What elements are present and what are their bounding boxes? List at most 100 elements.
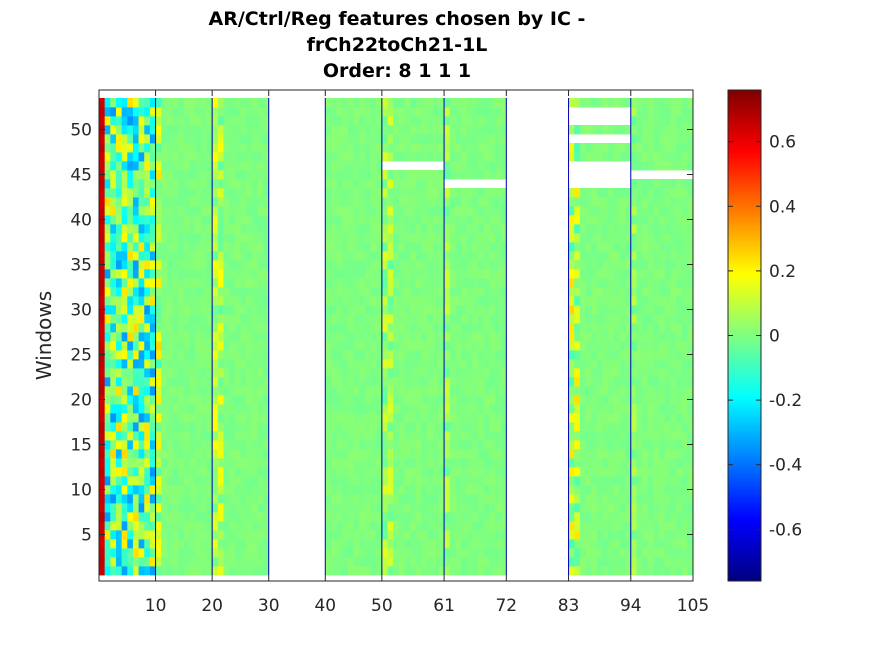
heatmap-cell [336, 350, 343, 360]
heatmap-cell [687, 476, 694, 486]
heatmap-cell [189, 242, 196, 252]
heatmap-cell [149, 512, 156, 522]
heatmap-cell [404, 116, 411, 126]
heatmap-cell [636, 404, 643, 414]
heatmap-cell [659, 251, 666, 261]
heatmap-cell [466, 305, 473, 315]
heatmap-cell [619, 98, 626, 108]
heatmap-cell [619, 143, 626, 153]
heatmap-cell [342, 215, 349, 225]
heatmap-cell [263, 233, 270, 243]
heatmap-cell [647, 287, 654, 297]
heatmap-cell [206, 314, 213, 324]
heatmap-cell [223, 431, 230, 441]
heatmap-cell [421, 152, 428, 162]
heatmap-cell [178, 179, 185, 189]
heatmap-cell [251, 440, 258, 450]
heatmap-cell [596, 260, 603, 270]
heatmap-cell [579, 548, 586, 558]
heatmap-cell [246, 323, 253, 333]
heatmap-cell [568, 206, 575, 216]
heatmap-cell [647, 548, 654, 558]
heatmap-cell [568, 485, 575, 495]
heatmap-cell [240, 323, 247, 333]
heatmap-cell [438, 332, 445, 342]
heatmap-cell [438, 134, 445, 144]
heatmap-cell [687, 341, 694, 351]
heatmap-cell [240, 485, 247, 495]
heatmap-cell [251, 413, 258, 423]
heatmap-cell [138, 377, 145, 387]
heatmap-cell [410, 98, 417, 108]
heatmap-cell [172, 206, 179, 216]
heatmap-cell [472, 503, 479, 513]
heatmap-cell [251, 539, 258, 549]
heatmap-cell [200, 233, 207, 243]
heatmap-cell [500, 386, 507, 396]
heatmap-cell [325, 530, 332, 540]
heatmap-cell [591, 494, 598, 504]
heatmap-cell [364, 395, 371, 405]
heatmap-cell [178, 197, 185, 207]
heatmap-cell [121, 161, 128, 171]
heatmap-cell [257, 377, 264, 387]
heatmap-cell [387, 350, 394, 360]
heatmap-cell [489, 503, 496, 513]
heatmap-cell [257, 395, 264, 405]
heatmap-cell [206, 422, 213, 432]
heatmap-cell [613, 503, 620, 513]
heatmap-cell [647, 251, 654, 261]
heatmap-cell [495, 368, 502, 378]
heatmap-cell [585, 530, 592, 540]
heatmap-cell [99, 332, 106, 342]
heatmap-cell [161, 116, 168, 126]
heatmap-cell [240, 377, 247, 387]
heatmap-cell [229, 449, 236, 459]
heatmap-cell [625, 197, 632, 207]
heatmap-cell [602, 413, 609, 423]
heatmap-cell [449, 134, 456, 144]
heatmap-cell [608, 278, 615, 288]
heatmap-cell [461, 233, 468, 243]
heatmap-cell [591, 323, 598, 333]
heatmap-cell [353, 440, 360, 450]
heatmap-cell [183, 467, 190, 477]
heatmap-cell [104, 485, 111, 495]
heatmap-cell [591, 539, 598, 549]
heatmap-cell [183, 557, 190, 567]
heatmap-cell [568, 296, 575, 306]
heatmap-cell [676, 98, 683, 108]
heatmap-cell [166, 341, 173, 351]
heatmap-cell [449, 431, 456, 441]
heatmap-cell [115, 467, 123, 477]
heatmap-cell [359, 206, 366, 216]
heatmap-cell [161, 503, 168, 513]
heatmap-cell [574, 278, 581, 288]
heatmap-cell [223, 323, 230, 333]
heatmap-cell [613, 458, 620, 468]
heatmap-cell [195, 287, 202, 297]
heatmap-cell [455, 314, 462, 324]
heatmap-cell [427, 170, 434, 180]
heatmap-cell [630, 260, 637, 270]
heatmap-cell [432, 332, 439, 342]
heatmap-cell [376, 467, 383, 477]
heatmap-cell [353, 386, 360, 396]
heatmap-cell [591, 224, 598, 234]
heatmap-cell [500, 323, 507, 333]
heatmap-cell [381, 152, 388, 162]
heatmap-cell [444, 476, 451, 486]
heatmap-cell [149, 107, 156, 117]
heatmap-cell [608, 287, 615, 297]
heatmap-cell [178, 377, 185, 387]
heatmap-cell [234, 125, 241, 135]
heatmap-cell [596, 512, 603, 522]
heatmap-cell [144, 125, 151, 135]
heatmap-cell [500, 530, 507, 540]
heatmap-cell [127, 494, 134, 504]
heatmap-cell [585, 350, 592, 360]
heatmap-cell [438, 350, 445, 360]
heatmap-cell [404, 404, 411, 414]
heatmap-cell [676, 494, 683, 504]
heatmap-cell [347, 188, 354, 198]
